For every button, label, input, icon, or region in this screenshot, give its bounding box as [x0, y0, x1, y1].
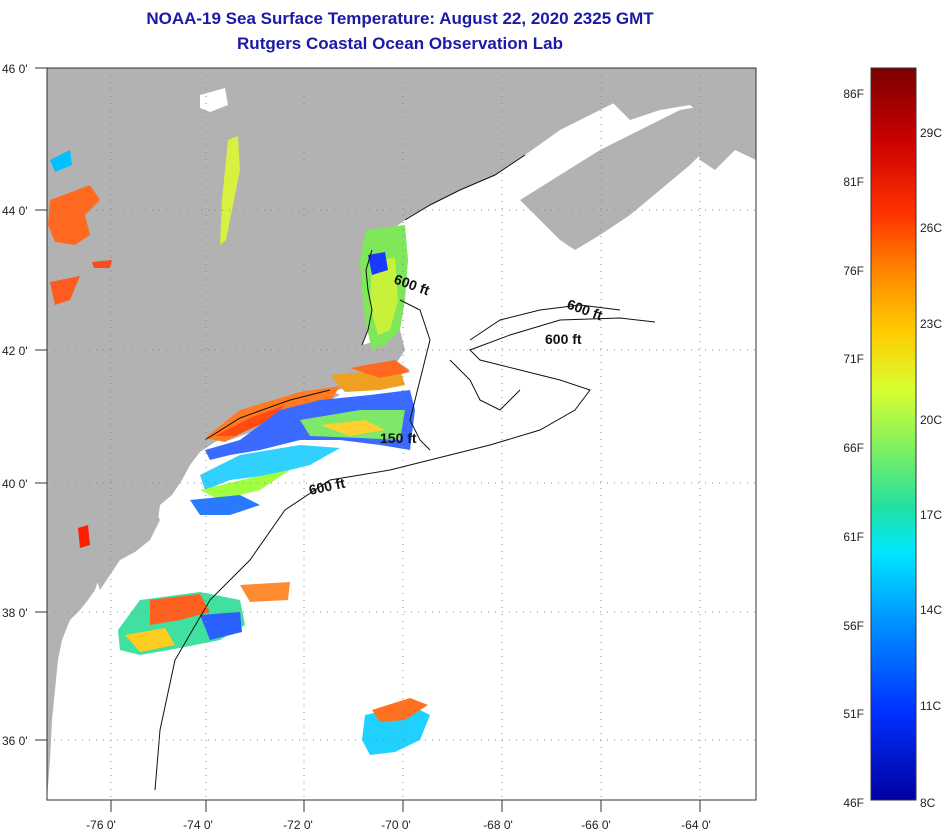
- land-new-brunswick: [600, 68, 756, 160]
- cb-label-f: 76F: [843, 264, 864, 278]
- lon-tick-label: -76 0': [86, 818, 116, 832]
- lon-tick-label: -74 0': [183, 818, 213, 832]
- lat-tick-label: 40 0': [2, 477, 28, 491]
- contour-label-600ft-3: 600 ft: [545, 331, 582, 347]
- contour-label-600ft-4: 600 ft: [307, 475, 346, 498]
- grid-lines: [47, 68, 756, 800]
- colorbar-fahrenheit-labels: 86F 81F 76F 71F 66F 61F 56F 51F 46F: [843, 87, 864, 810]
- colorbar: [870, 67, 917, 801]
- cb-label-f: 56F: [843, 619, 864, 633]
- cb-label-c: 8C: [920, 796, 936, 810]
- cb-label-f: 86F: [843, 87, 864, 101]
- lon-tick-label: -66 0': [581, 818, 611, 832]
- lat-tick-label: 38 0': [2, 606, 28, 620]
- land-cape-breton: [690, 115, 740, 170]
- lon-tick-label: -72 0': [283, 818, 313, 832]
- lon-tick-label: -64 0': [681, 818, 711, 832]
- map-subtitle: Rutgers Coastal Ocean Observation Lab: [237, 34, 563, 53]
- cb-label-c: 23C: [920, 317, 942, 331]
- longitude-labels: -76 0' -74 0' -72 0' -70 0' -68 0' -66 0…: [86, 818, 711, 832]
- map-title: NOAA-19 Sea Surface Temperature: August …: [146, 9, 654, 28]
- contour-label-150ft: 150 ft: [380, 430, 417, 446]
- cb-label-f: 66F: [843, 441, 864, 455]
- lon-tick-label: -68 0': [483, 818, 513, 832]
- cb-label-c: 17C: [920, 508, 942, 522]
- cb-label-c: 26C: [920, 221, 942, 235]
- cb-label-f: 61F: [843, 530, 864, 544]
- cb-label-f: 51F: [843, 707, 864, 721]
- land-delmarva: [95, 500, 160, 590]
- cb-label-c: 14C: [920, 603, 942, 617]
- axis-ticks: [35, 67, 701, 812]
- lat-tick-label: 44 0': [2, 204, 28, 218]
- coastlines: [204, 154, 526, 441]
- cb-label-f: 46F: [843, 796, 864, 810]
- map-frame: [46, 67, 757, 801]
- cb-label-c: 11C: [920, 699, 941, 713]
- lon-tick-label: -70 0': [381, 818, 411, 832]
- lat-tick-label: 36 0': [2, 734, 28, 748]
- cb-label-c: 20C: [920, 413, 942, 427]
- lat-tick-label: 46 0': [2, 62, 28, 76]
- latitude-labels: 46 0' 44 0' 42 0' 40 0' 38 0' 36 0': [2, 62, 28, 748]
- cb-label-f: 81F: [843, 175, 864, 189]
- colorbar-celsius-labels: 29C 26C 23C 20C 17C 14C 11C 8C: [920, 126, 942, 810]
- bathymetry-contours: [154, 299, 656, 791]
- land-nova-scotia: [520, 105, 730, 250]
- sst-patches: [48, 88, 430, 755]
- cb-label-c: 29C: [920, 126, 942, 140]
- land-us-northeast: [47, 68, 660, 800]
- lat-tick-label: 42 0': [2, 344, 28, 358]
- cb-label-f: 71F: [843, 352, 864, 366]
